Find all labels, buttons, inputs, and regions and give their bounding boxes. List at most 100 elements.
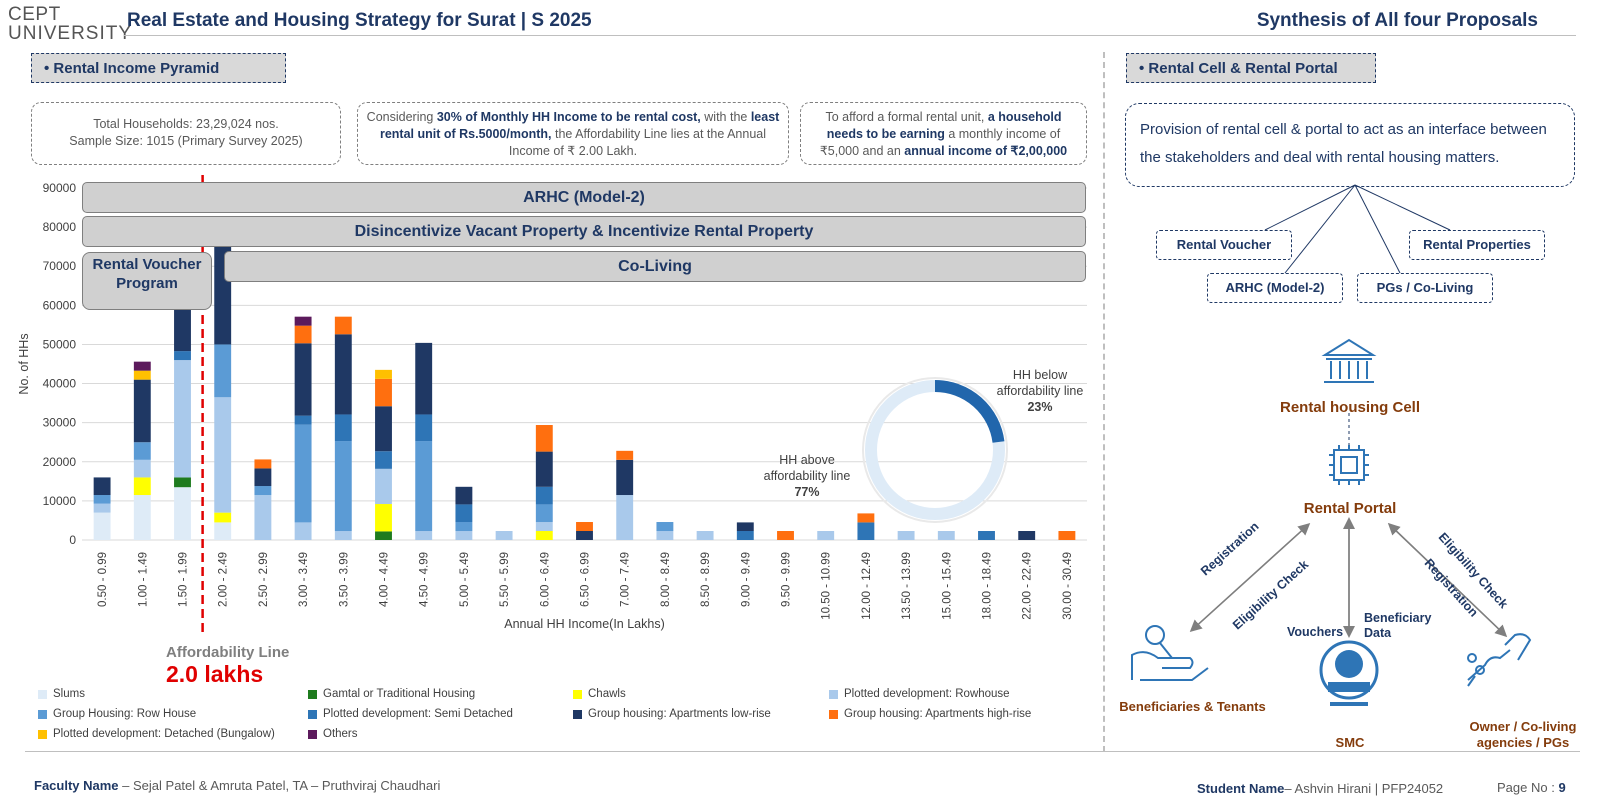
bar-segment xyxy=(214,512,232,523)
arrow-label-beneficiary-data: Beneficiary Data xyxy=(1364,611,1432,640)
x-tick-label: 1.50 - 1.99 xyxy=(178,552,190,607)
bar-segment xyxy=(656,522,674,532)
box2-p1: Considering xyxy=(366,110,437,124)
bar-segment xyxy=(455,486,473,505)
info-box-households: Total Households: 23,29,024 nos. Sample … xyxy=(31,102,341,165)
bar-segment xyxy=(133,477,151,496)
bar-segment xyxy=(174,306,191,352)
affordability-line-label: Affordability Line xyxy=(166,644,290,661)
legend-label: Others xyxy=(323,728,358,740)
box2-p3: the Affordability Line lies at the Annua… xyxy=(508,127,767,158)
bar-segment xyxy=(535,504,553,523)
faculty-info: Faculty Name – Sejal Patel & Amruta Pate… xyxy=(34,778,440,793)
rental-flow-diagram xyxy=(1131,184,1532,706)
bar-segment xyxy=(817,531,835,540)
bar-segment xyxy=(214,522,232,540)
provision-box: Provision of rental cell & portal to act… xyxy=(1125,103,1575,187)
section-label-pyramid: • Rental Income Pyramid xyxy=(31,53,286,83)
donut-below-text: HH below affordability line xyxy=(996,368,1084,398)
bar-segment xyxy=(736,531,754,540)
bar-segment xyxy=(254,459,272,469)
bar-segment xyxy=(334,441,352,532)
legend-label: Slums xyxy=(53,688,85,700)
bar-segment xyxy=(375,406,392,452)
bar-segment xyxy=(133,495,151,540)
logo-line2: UNIVERSITY xyxy=(8,23,133,44)
bar-segment xyxy=(415,342,433,415)
x-tick-label: 9.00 - 9.49 xyxy=(740,552,752,607)
bar-segment xyxy=(174,477,191,488)
bar-segment xyxy=(375,468,392,505)
legend-label: Plotted development: Semi Detached xyxy=(323,708,513,720)
item-pgs-coliving: PGs / Co-Living xyxy=(1357,273,1493,303)
x-tick-label: 13.50 - 13.99 xyxy=(901,552,913,620)
legend-label: Gamtal or Traditional Housing xyxy=(323,688,476,700)
bar-segment xyxy=(294,424,312,523)
legend-swatch xyxy=(573,689,582,699)
y-tick-label: 30000 xyxy=(43,416,77,430)
legend-item: Group housing: Apartments low-rise xyxy=(573,708,829,720)
student-info: Student Name– Ashvin Hirani | PFP24052 xyxy=(1197,781,1443,796)
x-tick-label: 2.50 - 2.99 xyxy=(258,552,270,607)
bar-segment xyxy=(455,531,473,540)
y-tick-label: 10000 xyxy=(43,494,77,508)
x-tick-label: 18.00 - 18.49 xyxy=(982,552,994,620)
bar-segment xyxy=(133,370,151,380)
bar-segment xyxy=(334,316,352,335)
bar-segment xyxy=(857,513,875,523)
legend-swatch xyxy=(38,689,47,699)
bar-segment xyxy=(576,522,593,532)
x-tick-label: 4.00 - 4.49 xyxy=(379,552,391,607)
legend-item: Others xyxy=(308,728,573,740)
band-arhc: ARHC (Model-2) xyxy=(82,182,1086,213)
bar-segment xyxy=(254,495,272,540)
bar-segment xyxy=(375,451,392,469)
legend-swatch xyxy=(308,709,317,719)
legend-item: Plotted development: Rowhouse xyxy=(829,688,1089,700)
owner-keys-icon xyxy=(1467,633,1532,687)
bar-segment xyxy=(93,503,111,513)
x-tick-label: 6.50 - 6.99 xyxy=(580,552,592,607)
bar-segment xyxy=(294,316,312,326)
legend-label: Plotted development: Rowhouse xyxy=(844,688,1010,700)
student-label: Student Name xyxy=(1197,781,1285,796)
x-tick-label: 8.50 - 8.99 xyxy=(700,552,712,607)
cept-logo: CEPT UNIVERSITY xyxy=(8,5,133,44)
legend-item: Chawls xyxy=(573,688,829,700)
student-name: – Ashvin Hirani | PFP24052 xyxy=(1284,781,1444,796)
rental-cell-label: Rental housing Cell xyxy=(1279,399,1420,416)
x-tick-label: 6.00 - 6.49 xyxy=(539,552,551,607)
legend-swatch xyxy=(829,709,838,719)
band-disincentivize: Disincentivize Vacant Property & Incenti… xyxy=(82,216,1086,247)
legend-label: Chawls xyxy=(588,688,626,700)
page-label: Page No : xyxy=(1497,780,1559,795)
bar-segment xyxy=(656,531,674,540)
bar-segment xyxy=(736,522,754,532)
legend-label: Group housing: Apartments low-rise xyxy=(588,708,771,720)
donut-slice-below xyxy=(865,380,1005,520)
faculty-names: – Sejal Patel & Amruta Patel, TA – Pruth… xyxy=(118,778,441,793)
donut-above-text: HH above affordability line xyxy=(763,453,851,483)
bar-segment xyxy=(415,441,433,532)
item-rental-properties: Rental Properties xyxy=(1409,230,1545,260)
legend-item: Plotted development: Semi Detached xyxy=(308,708,573,720)
info-box-rental-cost: Considering 30% of Monthly HH Income to … xyxy=(357,102,789,165)
bar-segment xyxy=(576,531,593,540)
bar-segment xyxy=(495,531,513,540)
bar-segment xyxy=(375,504,392,532)
y-tick-label: 0 xyxy=(69,533,76,547)
bar-segment xyxy=(897,531,915,540)
bar-segment xyxy=(415,414,433,442)
box3-p2: a monthly income of ₹5,000 and an xyxy=(819,127,1061,158)
bank-icon xyxy=(1321,338,1377,383)
income-pyramid-chart: 0 10000 20000 30000 40000 50000 60000 70000 8000… xyxy=(17,175,1087,632)
box3-b1: a household needs to be earning xyxy=(826,110,1062,141)
info-box-afford: To afford a formal rental unit, a househ… xyxy=(800,102,1087,165)
rental-portal-label: Rental Portal xyxy=(1303,500,1397,517)
chart-legend: Slums Gamtal or Traditional Housing Chaw… xyxy=(38,688,1098,740)
bar-segment xyxy=(214,397,232,513)
header-divider xyxy=(124,35,1576,36)
x-tick-label: 22.00 - 22.49 xyxy=(1022,552,1034,620)
bar-segment xyxy=(375,369,392,379)
section-label-rental-cell: • Rental Cell & Rental Portal xyxy=(1126,53,1376,83)
